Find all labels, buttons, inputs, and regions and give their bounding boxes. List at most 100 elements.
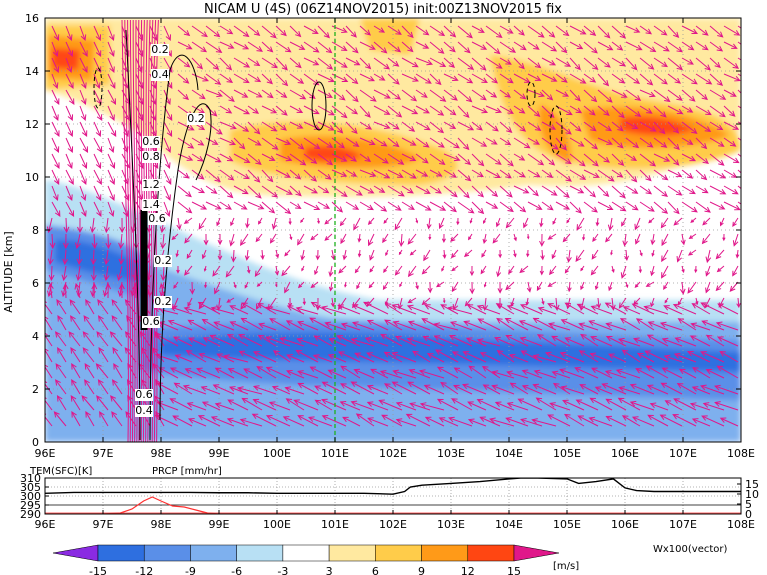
wind-vector xyxy=(695,57,712,71)
wind-vector xyxy=(204,281,208,289)
wind-vector xyxy=(177,57,191,68)
wind-vector xyxy=(415,185,431,194)
wind-vector xyxy=(673,352,697,363)
wind-vector xyxy=(424,416,445,427)
wind-vector xyxy=(378,399,403,411)
wind-vector xyxy=(615,368,641,379)
wind-vector xyxy=(383,383,403,395)
wind-vector xyxy=(456,217,460,226)
wind-vector xyxy=(272,350,291,363)
wind-vector xyxy=(391,351,417,363)
wind-vector xyxy=(429,201,447,211)
wind-vector xyxy=(440,381,459,395)
wind-vector xyxy=(373,57,391,70)
wind-vector xyxy=(681,201,698,213)
wind-vector xyxy=(498,249,503,259)
wind-vector xyxy=(415,153,429,164)
wind-vector xyxy=(300,249,306,261)
wind-vector xyxy=(284,249,291,257)
contour-label-bg xyxy=(154,255,172,267)
contour-labels: 0.20.40.20.60.81.21.40.60.20.20.60.60.4 xyxy=(135,43,205,417)
wind-vector xyxy=(569,41,584,50)
wind-vector xyxy=(45,364,53,379)
wind-vector xyxy=(661,249,669,263)
wind-vector xyxy=(75,233,81,250)
wind-vector xyxy=(247,105,260,114)
wind-vector xyxy=(173,382,193,395)
wind-vector xyxy=(635,318,655,331)
wind-vector xyxy=(93,25,102,42)
wind-vector xyxy=(184,233,193,244)
x-tick-label: 105E xyxy=(553,518,581,531)
wind-vector xyxy=(611,89,628,98)
colorbar: -15 -12 -9 -6 -3 3 6 9 12 15 xyxy=(52,544,560,575)
wind-vector xyxy=(401,201,415,210)
wind-vector xyxy=(387,73,400,85)
wind-vector xyxy=(303,73,320,86)
wind-vector xyxy=(443,57,456,68)
wind-vector xyxy=(702,402,725,411)
wind-vector xyxy=(560,385,585,395)
wind-vector xyxy=(93,121,102,138)
wind-vector xyxy=(702,217,711,226)
wind-vector xyxy=(590,335,613,347)
wind-vector xyxy=(409,402,431,411)
wind-vector xyxy=(247,185,262,199)
right-axis-label: PRCP [mm/hr] xyxy=(152,466,222,477)
wind-vector xyxy=(154,333,179,347)
wind-vector xyxy=(532,383,557,395)
wind-vector xyxy=(580,281,585,291)
wind-vector xyxy=(401,41,414,53)
wind-vector xyxy=(315,249,321,261)
wind-vector xyxy=(350,337,375,347)
wind-vector xyxy=(681,121,698,134)
wind-vector xyxy=(77,217,83,234)
wind-vector xyxy=(203,233,209,246)
wind-vector xyxy=(597,89,613,103)
wind-vector xyxy=(476,398,501,411)
contour-label: 0.6 xyxy=(142,135,160,148)
wind-vector xyxy=(233,169,250,180)
wind-vector xyxy=(621,217,627,227)
wind-vector xyxy=(201,401,221,411)
wind-vector xyxy=(719,217,725,227)
wind-vector xyxy=(618,386,641,395)
wind-vector xyxy=(111,379,123,395)
wind-vector xyxy=(717,303,739,315)
wind-vector xyxy=(233,57,251,68)
wind-vector xyxy=(345,25,357,38)
wind-vector xyxy=(650,265,655,277)
wind-vector xyxy=(191,201,208,210)
wind-vector xyxy=(345,185,363,196)
wind-vector xyxy=(611,185,626,199)
wind-vector xyxy=(499,137,512,146)
wind-vector xyxy=(275,121,287,131)
wind-vector xyxy=(505,417,529,427)
contour-label-bg xyxy=(135,405,153,417)
x-tick-label: 98E xyxy=(151,518,172,531)
wind-vector xyxy=(198,352,221,363)
wind-vector xyxy=(83,315,95,331)
wind-vector xyxy=(737,121,741,124)
wind-vector xyxy=(205,89,223,98)
wind-vector xyxy=(219,153,234,162)
wind-vector xyxy=(667,41,683,53)
wind-vector xyxy=(469,265,475,277)
wind-vector xyxy=(109,331,123,347)
wind-vector xyxy=(387,89,402,100)
wind-vector xyxy=(79,57,88,74)
wind-vector xyxy=(716,265,725,273)
wind-vector xyxy=(303,185,318,194)
wind-vector xyxy=(275,89,288,98)
wind-vector xyxy=(547,322,571,331)
wind-vector xyxy=(471,185,484,198)
wind-vector xyxy=(737,41,741,45)
wind-vector xyxy=(255,233,263,243)
right-tick-label: 0 xyxy=(745,508,752,521)
wind-vector xyxy=(567,281,572,293)
colorbar-segment xyxy=(190,544,237,562)
wind-vector xyxy=(521,369,543,379)
wind-vector xyxy=(527,73,542,81)
wind-vector xyxy=(648,217,655,224)
shade-p9 xyxy=(48,35,730,168)
